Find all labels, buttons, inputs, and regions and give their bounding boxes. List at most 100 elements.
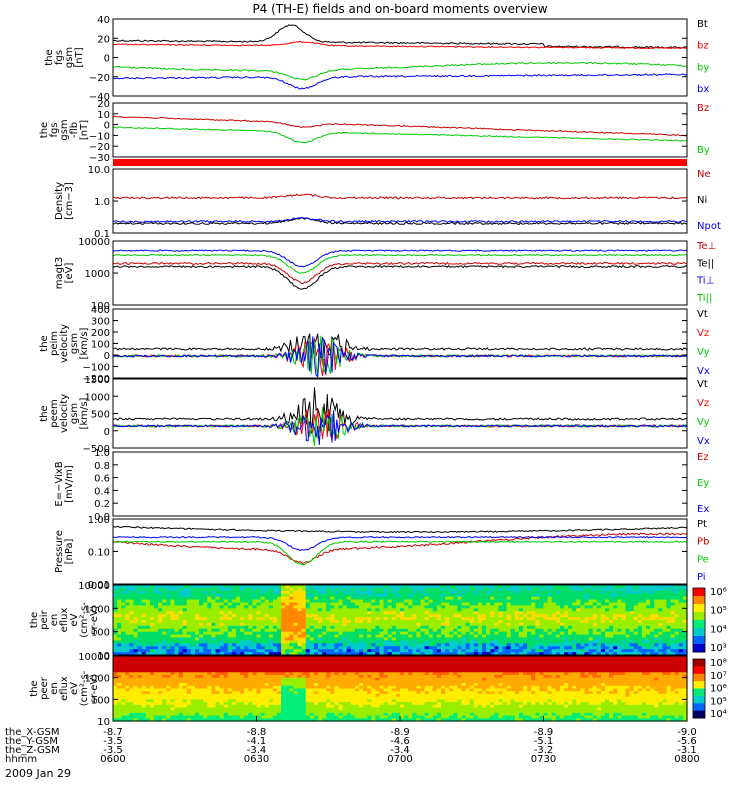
y-axis-label-line: en [49,614,60,627]
colorbar-tick: 10⁸ [710,658,727,669]
x-row-label: the_Z-GSM [5,745,60,756]
series-pe [112,540,688,566]
x-row-value: -3.4 [390,745,410,756]
legend-by: By [697,145,710,156]
y-axis-label-line: [eV] [64,263,75,284]
y-axis-label-line: en [49,682,60,695]
y-tick-label: 0.2 [94,499,110,510]
legend-vz: Vz [697,328,709,339]
legend-bz: bz [697,41,709,52]
y-axis-label-line: velocity [59,324,70,363]
y-tick-label: 1000 [85,604,110,615]
series-bx [112,73,688,90]
y-axis-label-line: fgs [49,122,60,137]
legend-bt: Bt [697,19,708,30]
x-row-value: -9.0 [677,727,697,738]
y-tick-label: −10 [89,131,110,142]
legend-pb: Pb [697,537,709,548]
panel-9: 10⁶ 10⁵ 10⁴ 10³ 10000 1000 100 10 thepeireneflux… [29,581,727,662]
y-axis-label: E=−VixB[mV/m] [54,461,75,506]
y-axis-label-line: [nT] [79,120,90,140]
legend-by: by [697,62,709,73]
y-tick-label: 400 [91,305,110,316]
series-vt [112,333,688,364]
legend-ex: Ex [697,504,709,515]
y-axis-label-line: eflux [59,608,70,633]
series-pi [112,535,688,551]
legend-pe: Pe [697,554,709,565]
y-axis-label: thefgsgsm-flb[nT] [39,119,90,140]
legend-ez: Ez [697,452,709,463]
y-tick-label: 10000 [78,652,110,663]
y-axis-label-line: peem [49,399,60,427]
y-tick-label: 0.10 [88,548,110,559]
colorbar-tick: 10⁵ [710,606,727,617]
legend-vy: Vy [697,347,710,358]
series-bz [112,115,688,137]
legend-te: Te|| [696,258,714,269]
y-axis-label-line: (cm²-s- [79,670,90,706]
colorbar-9: 10⁶ 10⁵ 10⁴ 10³ [692,587,727,654]
colorbar-tick: 10⁶ [710,587,727,598]
y-axis-label-line: peir [39,609,50,629]
colorbar-tick: 10⁴ [710,709,727,720]
x-row-value: -3.5 [103,736,123,747]
x-row-value: -8.8 [247,727,267,738]
series-ti [112,253,688,274]
y-tick-label: 10000 [78,237,110,248]
x-tick-label: 0800 [674,754,699,765]
y-tick-label: 20 [97,34,110,45]
legend-vt: Vt [697,379,708,390]
y-axis-label-line: the [29,612,40,628]
x-row-value: -5.1 [534,736,554,747]
legend-npot: Npot [697,221,721,232]
y-tick-label: 100 [91,340,110,351]
series-vt [112,387,688,434]
legend-vx: Vx [697,366,710,377]
legend-ey: Ey [697,478,709,489]
y-tick-label: 10 [97,651,110,662]
series-npot [112,217,688,224]
y-tick-label: 100 [91,628,110,639]
x-row-value: -3.4 [247,745,267,756]
y-axis-label-line: the [29,680,40,696]
y-tick-label: −20 [89,142,110,153]
legend-ni: Ni [697,195,707,206]
x-row-value: -5.6 [677,736,697,747]
y-tick-label: 200 [91,328,110,339]
y-tick-label: −200 [83,374,110,385]
y-tick-label: 10 [97,110,110,121]
y-axis-label-line: Pressure [54,530,65,573]
y-tick-label: 10 [97,717,110,728]
y-axis-label: thefgsgsm[nT] [44,47,85,68]
colorbar-tick: 10⁷ [710,671,727,682]
legend-ti: Ti⊥ [696,276,714,287]
legend-te: Te⊥ [696,241,716,252]
legend-vy: Vy [697,417,710,428]
y-axis-label-line: -flb [69,122,80,138]
y-tick-label: 20 [97,99,110,110]
x-row-value: -4.1 [247,736,267,747]
y-tick-label: 10000 [78,581,110,592]
y-axis-label-line: gsm [64,47,75,68]
x-row-value: -3.5 [103,745,123,756]
x-row-label: the_Y-GSM [5,736,58,747]
series-ni [112,216,688,226]
y-axis-label: thepeirenefluxeV(cm²-s-sr-eV) [29,602,100,638]
y-tick-label: 10.0 [88,165,110,176]
y-tick-label: 1000 [85,392,110,403]
y-axis-label-line: Density [54,182,65,220]
y-axis-label: thepeerenefluxeV(cm²-s-sr-eV) [29,670,100,706]
y-axis-label-line: the [39,335,50,351]
y-tick-label: 0.0 [94,512,110,523]
series-ti [112,249,688,268]
x-row-value: -8.7 [103,727,123,738]
y-axis-label-line: [cm−3] [64,182,75,220]
series-vz [112,338,688,377]
colorbar-tick: 10⁶ [710,684,727,695]
y-axis-label-line: [nPa] [64,538,75,564]
panel-1: 40 20 0 −20 −40 thefgsgsm[nT] Bt bz by bx [44,15,709,103]
